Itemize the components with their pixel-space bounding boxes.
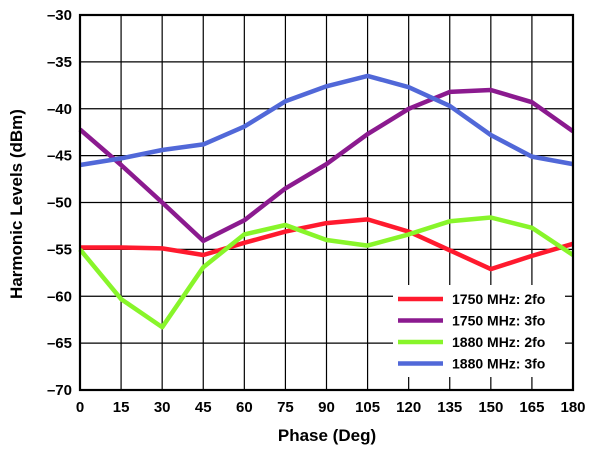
- x-tick-label: 30: [154, 399, 171, 416]
- legend-label-1: 1750 MHz: 2fo: [452, 291, 545, 307]
- x-tick-label: 105: [355, 399, 380, 416]
- y-tick-label: –50: [47, 195, 72, 212]
- x-tick-label: 180: [560, 399, 585, 416]
- y-tick-label: –55: [47, 241, 72, 258]
- legend-label-3: 1880 MHz: 2fo: [452, 334, 545, 350]
- y-tick-label: –60: [47, 288, 72, 305]
- y-tick-label: –70: [47, 382, 72, 399]
- x-tick-label: 165: [519, 399, 544, 416]
- y-tick-label: –30: [47, 7, 72, 24]
- x-tick-label: 75: [277, 399, 294, 416]
- x-tick-label: 60: [236, 399, 253, 416]
- x-tick-label: 120: [396, 399, 421, 416]
- series-lines: [78, 73, 575, 330]
- legend-label-4: 1880 MHz: 3fo: [452, 356, 545, 372]
- x-tick-label: 0: [76, 399, 84, 416]
- y-tick-label: –45: [47, 148, 72, 165]
- y-axis-title: Harmonic Levels (dBm): [7, 109, 26, 299]
- y-tick-label: –40: [47, 101, 72, 118]
- x-tick-label: 15: [113, 399, 130, 416]
- y-tick-labels: –70 –65 –60 –55 –50 –45 –40 –35 –30: [47, 7, 72, 399]
- series-line-3: [78, 215, 575, 330]
- x-tick-label: 150: [478, 399, 503, 416]
- x-tick-label: 45: [195, 399, 212, 416]
- series-line-1: [80, 217, 574, 272]
- y-tick-label: –35: [47, 54, 72, 71]
- plot-border: [78, 13, 575, 392]
- x-tick-labels: 0 15 30 45 60 75 90 105 120 135 150 165 180: [76, 399, 586, 416]
- x-axis-title: Phase (Deg): [278, 426, 376, 445]
- series-line-4: [79, 73, 574, 168]
- plot-frame: [78, 13, 575, 392]
- legend-label-2: 1750 MHz: 3fo: [452, 313, 545, 329]
- legend: 1750 MHz: 2fo 1750 MHz: 3fo 1880 MHz: 2fo 1…: [393, 285, 565, 377]
- x-tick-label: 135: [437, 399, 462, 416]
- series-line-2: [78, 87, 575, 244]
- x-tick-label: 90: [318, 399, 335, 416]
- y-tick-label: –65: [47, 335, 72, 352]
